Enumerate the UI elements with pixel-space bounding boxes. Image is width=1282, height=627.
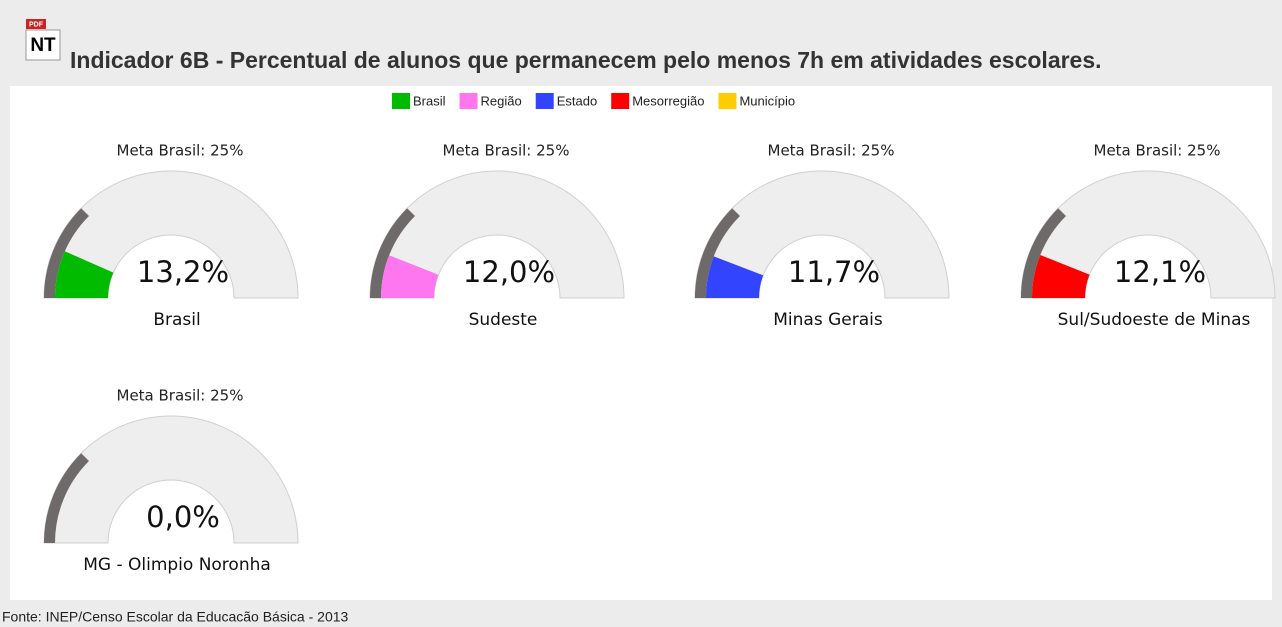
gauge-value (1032, 254, 1090, 298)
legend-label: Brasil (413, 93, 446, 108)
pdf-icon[interactable]: PDF (26, 19, 46, 29)
legend-swatch (459, 93, 478, 109)
gauge-target (370, 208, 415, 298)
gauge-value-label: 12,1% (1114, 255, 1206, 289)
legend-label: Município (739, 93, 795, 108)
legend-label: Mesorregião (632, 93, 704, 108)
gauge-title: Meta Brasil: 25% (117, 142, 244, 160)
gauge-value-label: 11,7% (788, 255, 880, 289)
gauge-value-label: 13,2% (137, 255, 229, 289)
gauge-name: MG - Olimpio Noronha (83, 555, 271, 575)
gauge-target (1021, 208, 1066, 298)
gauge-target (44, 208, 89, 298)
gauge-target (695, 208, 740, 298)
legend-swatch (535, 93, 554, 109)
panel (10, 86, 1272, 600)
footer-bar (0, 600, 1282, 627)
legend-swatch (611, 93, 630, 109)
pdf-badge (26, 19, 46, 29)
gauge-name: Sudeste (469, 310, 538, 330)
nt-icon[interactable]: NT (25, 29, 61, 61)
gauge-title: Meta Brasil: 25% (768, 142, 895, 160)
gauge-name: Sul/Sudoeste de Minas (1058, 310, 1251, 330)
gauge-name: Minas Gerais (773, 310, 883, 330)
source: Fonte: INEP/Censo Escolar da Educacão Bá… (2, 609, 349, 625)
gauge-track (694, 170, 950, 299)
gauge-value (706, 256, 764, 298)
legend-swatch (718, 93, 737, 109)
legend-swatch (392, 93, 410, 109)
pdf-text: PDF (29, 21, 44, 28)
gauge-track (43, 415, 299, 544)
gauge-track (1020, 170, 1276, 299)
gauge-target (44, 453, 89, 543)
gauge-title: Meta Brasil: 25% (117, 387, 244, 405)
legend-label: Região (481, 93, 522, 108)
gauge-track (43, 170, 299, 299)
gauge-track (369, 170, 625, 299)
gauge-value (380, 255, 439, 298)
nt-box (25, 29, 61, 61)
nt-text: NT (30, 35, 56, 56)
gauge-title: Meta Brasil: 25% (443, 142, 570, 160)
gauge-name: Brasil (153, 310, 200, 330)
page-title: Indicador 6B - Percentual de alunos que … (70, 47, 1102, 73)
gauge-value-label: 0,0% (146, 500, 220, 534)
legend-label: Estado (557, 93, 597, 108)
gauge-value (55, 251, 114, 298)
gauge-value-label: 12,0% (463, 255, 555, 289)
gauge-title: Meta Brasil: 25% (1094, 142, 1221, 160)
